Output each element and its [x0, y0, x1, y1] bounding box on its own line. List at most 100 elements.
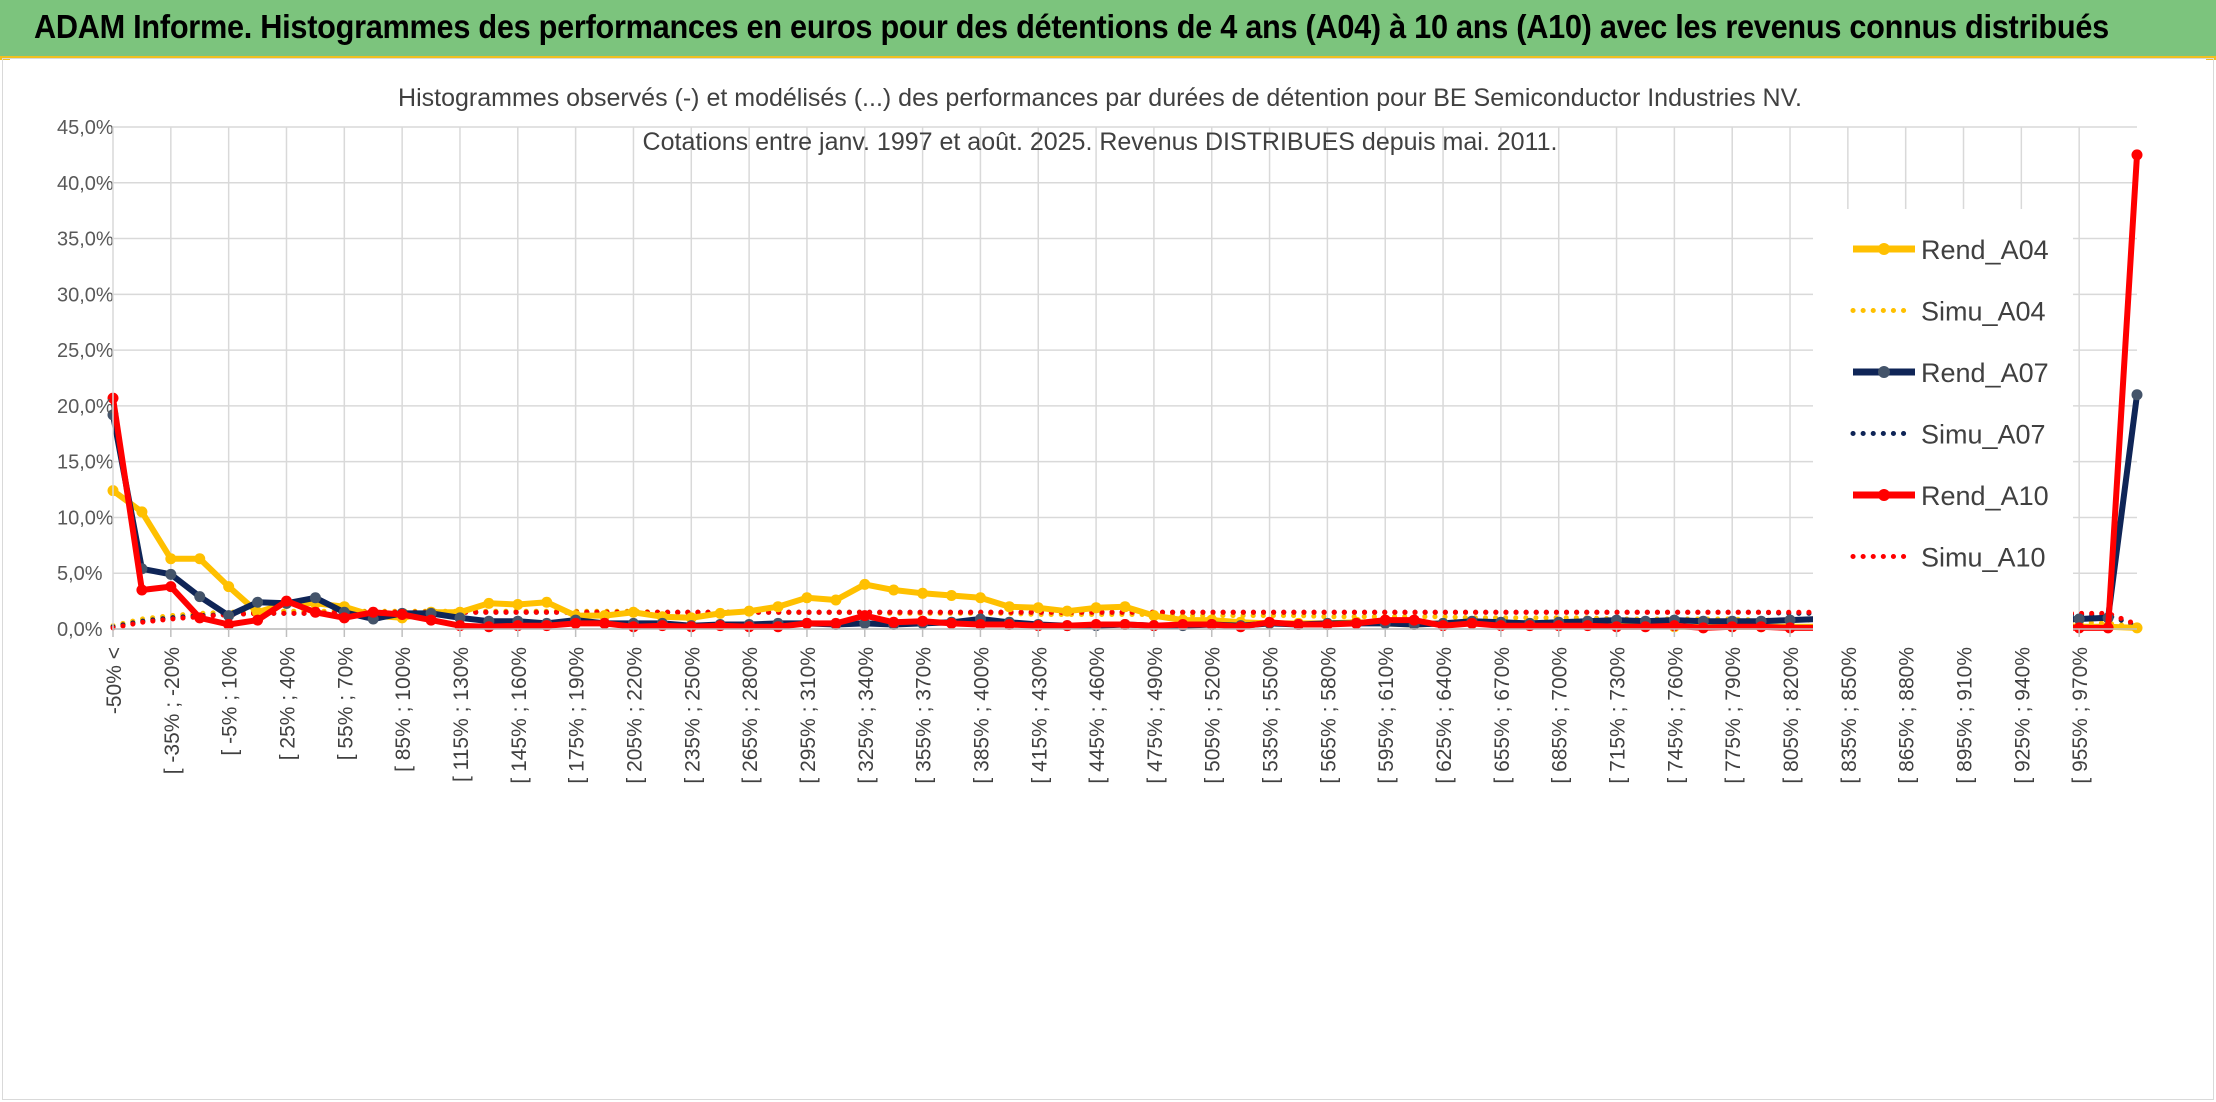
- legend-label-rend-a04: Rend_A04: [1921, 235, 2049, 265]
- x-tick-label: [ 385% ; 400%: [970, 647, 993, 784]
- data-point-rend-a07: [2131, 389, 2143, 401]
- y-tick-label: 30,0%: [57, 284, 114, 306]
- x-tick-label: [ 445% ; 460%: [1086, 647, 1109, 784]
- data-point-rend-a04: [2131, 622, 2143, 634]
- gridlines: [113, 126, 2137, 630]
- legend-background: [1813, 209, 2073, 639]
- y-tick-label: 10,0%: [57, 507, 114, 529]
- legend-label-simu-a10: Simu_A10: [1921, 543, 2046, 573]
- x-tick-label: -50% <: [103, 647, 126, 714]
- series-line-simu-a10: [110, 609, 2140, 631]
- data-point-rend-a10: [136, 584, 148, 596]
- x-tick-label: [ 55% ; 70%: [334, 647, 357, 760]
- y-tick-label: 20,0%: [57, 396, 114, 418]
- data-point-rend-a10: [1379, 614, 1391, 626]
- data-point-rend-a10: [367, 606, 379, 618]
- data-point-rend-a10: [830, 617, 842, 629]
- data-point-rend-a04: [801, 592, 813, 604]
- data-point-rend-a04: [1003, 601, 1015, 613]
- data-point-rend-a04: [1061, 605, 1073, 617]
- data-point-rend-a10: [2102, 622, 2114, 634]
- data-point-rend-a10: [917, 615, 929, 627]
- data-point-rend-a04: [830, 594, 842, 606]
- data-point-rend-a07: [2073, 613, 2085, 625]
- data-point-rend-a10: [280, 595, 292, 607]
- data-point-rend-a07: [859, 617, 871, 629]
- data-point-rend-a04: [599, 610, 611, 622]
- y-tick-label: 25,0%: [57, 340, 114, 362]
- x-tick-label: [ 775% ; 790%: [1722, 647, 1745, 784]
- data-point-rend-a10: [772, 621, 784, 633]
- data-point-rend-a04: [917, 587, 929, 599]
- data-point-rend-a04: [483, 597, 495, 609]
- x-tick-label: [ 955% ; 970%: [2069, 647, 2092, 784]
- data-point-rend-a10: [1264, 616, 1276, 628]
- x-tick-label: [ 715% ; 730%: [1607, 647, 1630, 784]
- x-tick-label: [ 325% ; 340%: [855, 647, 878, 784]
- x-tick-label: [ 925% ; 940%: [2011, 647, 2034, 784]
- data-point-rend-a04: [1032, 602, 1044, 614]
- legend-label-simu-a04: Simu_A04: [1921, 297, 2046, 327]
- legend-marker-rend-a10: [1878, 489, 1890, 501]
- legend-marker-rend-a07: [1878, 366, 1890, 378]
- data-point-rend-a10: [1466, 617, 1478, 629]
- data-point-rend-a10: [1755, 621, 1767, 633]
- data-point-rend-a10: [1639, 621, 1651, 633]
- x-tick-label: [ 175% ; 190%: [566, 647, 589, 784]
- chart-title: Histogrammes observés (-) et modélisés (…: [398, 84, 1802, 112]
- data-point-rend-a04: [888, 584, 900, 596]
- y-tick-label: 40,0%: [57, 173, 114, 195]
- data-point-rend-a04: [1119, 601, 1131, 613]
- data-point-rend-a10: [570, 617, 582, 629]
- data-point-rend-a10: [1292, 619, 1304, 631]
- x-tick-label: [ 205% ; 220%: [623, 647, 646, 784]
- x-tick-label: [ 685% ; 700%: [1549, 647, 1572, 784]
- data-point-rend-a04: [772, 601, 784, 613]
- legend-label-rend-a07: Rend_A07: [1921, 358, 2049, 388]
- axes: 0,0% 5,0% 10,0% 15,0% 20,0% 25,0% 30,0% 35,0% 40…: [57, 117, 2137, 784]
- data-point-rend-a07: [309, 592, 321, 604]
- report-banner: ADAM Informe. Histogrammes des performan…: [0, 0, 2216, 58]
- data-point-rend-a10: [1235, 621, 1247, 633]
- data-point-rend-a04: [627, 606, 639, 618]
- data-point-rend-a04: [685, 612, 697, 624]
- x-tick-label: [ 415% ; 430%: [1028, 647, 1051, 784]
- data-point-rend-a10: [974, 619, 986, 631]
- x-tick-label: [ 85% ; 100%: [392, 647, 415, 772]
- data-point-rend-a10: [194, 612, 206, 624]
- x-tick-label: [ 865% ; 880%: [1896, 647, 1919, 784]
- data-point-rend-a04: [541, 596, 553, 608]
- data-point-rend-a10: [1350, 617, 1362, 629]
- x-tick-label: [ 265% ; 280%: [739, 647, 762, 784]
- x-tick-label: [ 295% ; 310%: [797, 647, 820, 784]
- data-point-rend-a10: [309, 606, 321, 618]
- data-point-rend-a10: [483, 621, 495, 633]
- y-tick-label: 45,0%: [57, 117, 114, 139]
- x-tick-label: [ 145% ; 160%: [508, 647, 531, 784]
- x-tick-label: [ 595% ; 610%: [1375, 647, 1398, 784]
- data-point-rend-a10: [888, 616, 900, 628]
- data-point-rend-a10: [1090, 619, 1102, 631]
- x-tick-label: [ 895% ; 910%: [1954, 647, 1977, 784]
- data-point-rend-a04: [512, 598, 524, 610]
- x-tick-label: [ 25% ; 40%: [276, 647, 299, 760]
- data-point-rend-a07: [454, 612, 466, 624]
- x-tick-label: [ 655% ; 670%: [1491, 647, 1514, 784]
- data-point-rend-a07: [252, 596, 264, 608]
- data-point-rend-a10: [223, 619, 235, 631]
- x-tick-label: [ 805% ; 820%: [1780, 647, 1803, 784]
- data-point-rend-a04: [743, 605, 755, 617]
- data-point-rend-a07: [223, 610, 235, 622]
- data-point-rend-a04: [1148, 610, 1160, 622]
- data-point-rend-a10: [1321, 619, 1333, 631]
- data-point-rend-a10: [1206, 619, 1218, 631]
- data-point-rend-a04: [223, 581, 235, 593]
- data-point-rend-a07: [1784, 614, 1796, 626]
- data-point-rend-a04: [136, 506, 148, 518]
- data-point-rend-a10: [1003, 619, 1015, 631]
- legend-marker-rend-a04: [1878, 243, 1890, 255]
- data-point-rend-a04: [165, 553, 177, 565]
- data-point-rend-a10: [599, 617, 611, 629]
- line-chart: 0,0% 5,0% 10,0% 15,0% 20,0% 25,0% 30,0% 35,0% 40…: [57, 84, 2143, 784]
- x-tick-label: [ 505% ; 520%: [1202, 647, 1225, 784]
